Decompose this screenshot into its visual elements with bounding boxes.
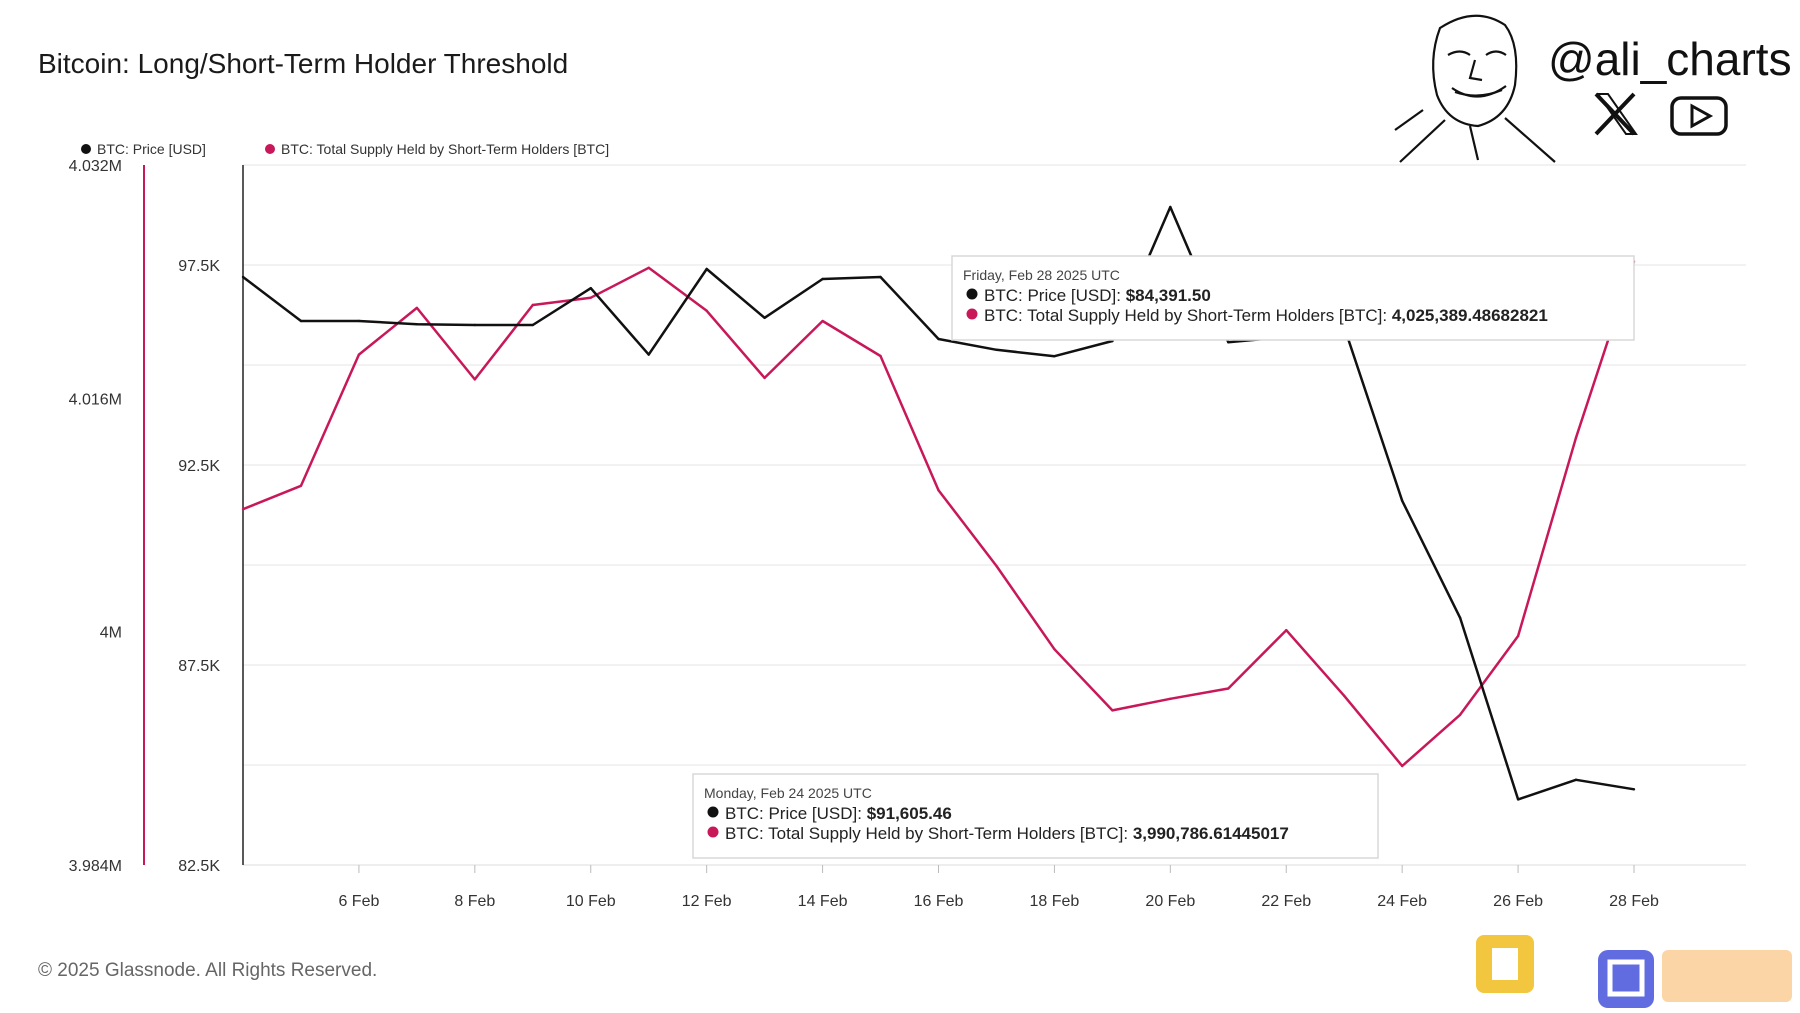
tooltip-feb-24: Monday, Feb 24 2025 UTC BTC: Price [USD]… xyxy=(692,773,1379,859)
y-supply-tick-label: 4.016M xyxy=(69,391,122,408)
avatar-cartoon-face-icon xyxy=(1394,14,1556,163)
price-point xyxy=(531,323,534,327)
tooltip-feb-24-price-row: BTC: Price [USD]: $91,605.46 xyxy=(725,804,952,823)
price-point xyxy=(821,277,824,281)
price-point xyxy=(1227,341,1230,344)
price-point xyxy=(415,323,419,326)
x-tick-label: 12 Feb xyxy=(682,893,732,910)
tooltip-feb-28-price-row: BTC: Price [USD]: $84,391.50 xyxy=(984,286,1211,305)
price-point xyxy=(473,323,477,327)
supply-point xyxy=(647,266,650,270)
supply-point xyxy=(589,296,592,299)
price-point xyxy=(705,267,708,271)
price-point xyxy=(1574,778,1578,781)
y-supply-tick-label: 4.032M xyxy=(69,158,122,175)
x-tick-label: 20 Feb xyxy=(1145,893,1195,910)
legend: BTC: Price [USD] BTC: Total Supply Held … xyxy=(81,141,609,157)
legend-supply-label: BTC: Total Supply Held by Short-Term Hol… xyxy=(281,141,609,157)
supply-point xyxy=(531,303,534,307)
supply-point xyxy=(763,376,766,380)
price-point xyxy=(1516,798,1520,801)
supply-point xyxy=(1400,764,1404,768)
brand-handle: @ali_charts xyxy=(1548,33,1792,85)
price-point xyxy=(995,348,998,351)
supply-point xyxy=(705,309,708,313)
price-point xyxy=(1053,355,1056,358)
price-point xyxy=(879,275,882,279)
y-supply-tick-label: 4M xyxy=(100,625,122,642)
price-point xyxy=(299,319,303,323)
tooltip-feb-24-supply-row: BTC: Total Supply Held by Short-Term Hol… xyxy=(725,824,1289,843)
supply-point xyxy=(1053,647,1056,651)
supply-point xyxy=(1169,697,1172,700)
chart-title: Bitcoin: Long/Short-Term Holder Threshol… xyxy=(38,48,568,79)
supply-point xyxy=(1111,709,1114,712)
x-tick-label: 26 Feb xyxy=(1493,893,1543,910)
y-right-ticks: 97.5K 92.5K 87.5K 82.5K xyxy=(178,258,220,875)
supply-point xyxy=(1458,713,1462,716)
brand-area: @ali_charts xyxy=(1394,14,1792,163)
supply-point xyxy=(241,507,245,511)
tooltip-feb-24-price-marker xyxy=(707,806,719,818)
series-points xyxy=(241,205,1636,801)
footer-copyright: © 2025 Glassnode. All Rights Reserved. xyxy=(38,960,377,981)
supply-point xyxy=(879,354,882,358)
tooltip-feb-24-date: Monday, Feb 24 2025 UTC xyxy=(704,785,872,801)
tooltip-feb-24-supply-marker xyxy=(707,826,719,838)
y-left-ticks: 4.032M 4.016M 4M 3.984M xyxy=(69,158,122,875)
price-point xyxy=(589,287,592,290)
supply-point xyxy=(415,306,419,310)
tooltip-feb-28: Friday, Feb 28 2025 UTC BTC: Price [USD]… xyxy=(951,255,1635,341)
y-supply-tick-label: 3.984M xyxy=(69,858,122,875)
supply-point xyxy=(1227,687,1230,690)
tooltip-feb-28-supply-marker xyxy=(966,308,978,320)
supply-point xyxy=(821,319,824,323)
supply-point xyxy=(937,489,940,492)
youtube-icon[interactable] xyxy=(1670,96,1728,136)
price-point xyxy=(1400,499,1404,502)
legend-supply-marker xyxy=(265,144,275,154)
x-tick-label: 6 Feb xyxy=(338,893,379,910)
y-price-tick-label: 87.5K xyxy=(178,658,220,675)
supply-point xyxy=(995,564,998,568)
supply-point xyxy=(357,353,361,356)
supply-point xyxy=(1516,634,1520,638)
legend-price-label: BTC: Price [USD] xyxy=(97,141,206,157)
price-point xyxy=(937,337,940,341)
x-ticks: 6 Feb 8 Feb 10 Feb 12 Feb 14 Feb 16 Feb 18 Feb… xyxy=(338,865,1659,910)
price-point xyxy=(1458,616,1462,619)
y-price-tick-label: 82.5K xyxy=(178,858,220,875)
x-tick-label: 10 Feb xyxy=(566,893,616,910)
price-point xyxy=(1632,788,1636,791)
price-point xyxy=(1169,205,1172,209)
tooltip-feb-28-date: Friday, Feb 28 2025 UTC xyxy=(963,267,1120,283)
x-tick-label: 14 Feb xyxy=(798,893,848,910)
price-point xyxy=(763,316,766,319)
tooltip-feb-28-supply-row: BTC: Total Supply Held by Short-Term Hol… xyxy=(984,306,1548,325)
x-tick-label: 8 Feb xyxy=(454,893,495,910)
x-tick-label: 22 Feb xyxy=(1261,893,1311,910)
supply-point xyxy=(473,378,477,381)
tooltip-feb-28-box xyxy=(951,255,1635,341)
x-tick-label: 28 Feb xyxy=(1609,893,1659,910)
x-tick-label: 16 Feb xyxy=(914,893,964,910)
x-tick-label: 18 Feb xyxy=(1030,893,1080,910)
supply-point xyxy=(299,484,303,488)
legend-price-marker xyxy=(81,144,91,154)
y-price-tick-label: 97.5K xyxy=(178,258,220,275)
supply-point xyxy=(1574,436,1578,439)
tooltip-feb-28-price-marker xyxy=(966,288,978,300)
price-point xyxy=(647,353,650,356)
x-tick-label: 24 Feb xyxy=(1377,893,1427,910)
y-price-tick-label: 92.5K xyxy=(178,458,220,475)
price-point xyxy=(241,275,245,279)
watermark-logo xyxy=(1476,935,1792,1008)
tooltip-feb-24-box xyxy=(692,773,1379,859)
supply-point xyxy=(1285,629,1288,632)
x-logo-icon[interactable] xyxy=(1594,92,1638,136)
supply-point xyxy=(1343,694,1346,698)
price-point xyxy=(357,319,361,323)
